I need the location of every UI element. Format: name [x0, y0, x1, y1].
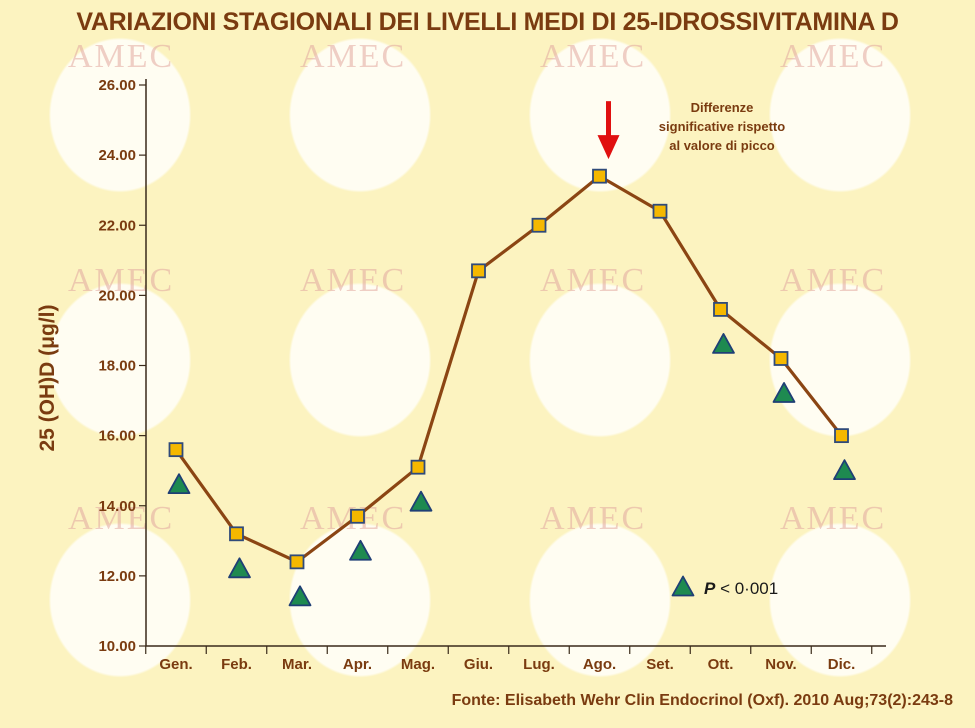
significance-triangle [712, 332, 735, 354]
x-tick-label: Mag. [401, 656, 435, 673]
legend-label: P < 0·001 [704, 579, 778, 598]
watermark-logo: AMEC [300, 262, 407, 299]
arrow-shaft [606, 101, 611, 140]
x-tick-label: Nov. [765, 656, 796, 673]
y-tick-label: 12.00 [98, 568, 136, 585]
data-point-square [834, 428, 849, 444]
significance-triangle [349, 539, 372, 561]
data-point-square [773, 351, 789, 366]
watermark-logo: AMEC [780, 38, 887, 75]
significance-markers [167, 332, 856, 607]
watermark-logo: AMEC [68, 500, 175, 537]
y-tick-labels: 10.00 12.00 14.00 16.00 18.00 20.00 22.00 24.00… [98, 77, 146, 655]
peak-annotation: Differenze significative rispetto al valor… [659, 100, 785, 153]
watermark-logo: AMEC [68, 262, 175, 299]
y-tick-label: 10.00 [98, 638, 136, 655]
y-tick-label: 18.00 [98, 358, 136, 375]
x-tick-label: Apr. [343, 656, 372, 673]
x-tick-label: Mar. [282, 656, 312, 673]
significance-triangle [409, 490, 433, 512]
watermark-logo: AMEC [540, 262, 647, 299]
data-point-square [168, 442, 184, 458]
x-tick-label: Ago. [583, 656, 616, 673]
significance-triangle [288, 585, 312, 607]
y-tick-label: 16.00 [98, 428, 136, 445]
significance-triangle [833, 459, 856, 481]
x-tick-label: Dic. [828, 656, 856, 673]
annotation-line: al valore di picco [669, 138, 775, 153]
watermark-logo: AMEC [780, 262, 887, 299]
data-point-square [289, 554, 305, 570]
watermark-logo: AMEC [780, 500, 887, 537]
chart-axes [145, 79, 886, 647]
arrow-head [597, 135, 620, 160]
legend-triangle [671, 575, 695, 597]
data-point-square [350, 508, 365, 524]
annotation-line: significative rispetto [659, 119, 785, 134]
significance-triangle [167, 473, 191, 495]
x-tick-label: Gen. [159, 656, 192, 673]
data-point-square [713, 301, 728, 317]
data-point-square [410, 459, 426, 475]
x-tick-label: Giu. [464, 656, 493, 673]
data-point-square [531, 217, 547, 233]
chart-legend: P < 0·001 [671, 575, 778, 598]
y-axis-label: 25 (OH)D (μg/l) [36, 304, 59, 451]
data-point-square [471, 263, 486, 279]
data-point-square [592, 168, 607, 184]
y-tick-label: 24.00 [98, 147, 136, 164]
data-point-square [652, 203, 668, 219]
x-tick-label: Feb. [221, 656, 252, 673]
peak-arrow-icon [597, 101, 620, 160]
watermark-logo: AMEC [540, 38, 647, 75]
watermark-logo: AMEC [300, 38, 407, 75]
chart-title: VARIAZIONI STAGIONALI DEI LIVELLI MEDI D… [76, 8, 899, 36]
source-citation: Fonte: Elisabeth Wehr Clin Endocrinol (O… [451, 692, 953, 709]
annotation-line: Differenze [691, 100, 754, 115]
significance-triangle [228, 557, 251, 579]
x-tick-label: Ott. [708, 656, 734, 673]
y-tick-label: 22.00 [98, 217, 136, 234]
x-tick-labels: Gen. Feb. Mar. Apr. Mag. Giu. Lug. Ago. Set. Ott.… [145, 646, 873, 673]
series-line [174, 174, 843, 564]
watermark-logo: AMEC [68, 38, 175, 75]
data-point-square [229, 526, 244, 542]
x-tick-label: Lug. [523, 656, 555, 673]
y-tick-label: 26.00 [98, 77, 136, 94]
y-tick-label: 14.00 [98, 498, 136, 515]
data-series [168, 168, 849, 570]
y-tick-label: 20.00 [98, 287, 136, 304]
x-tick-label: Set. [646, 656, 674, 673]
watermark-logo: AMEC [540, 500, 647, 537]
significance-triangle [772, 382, 796, 403]
